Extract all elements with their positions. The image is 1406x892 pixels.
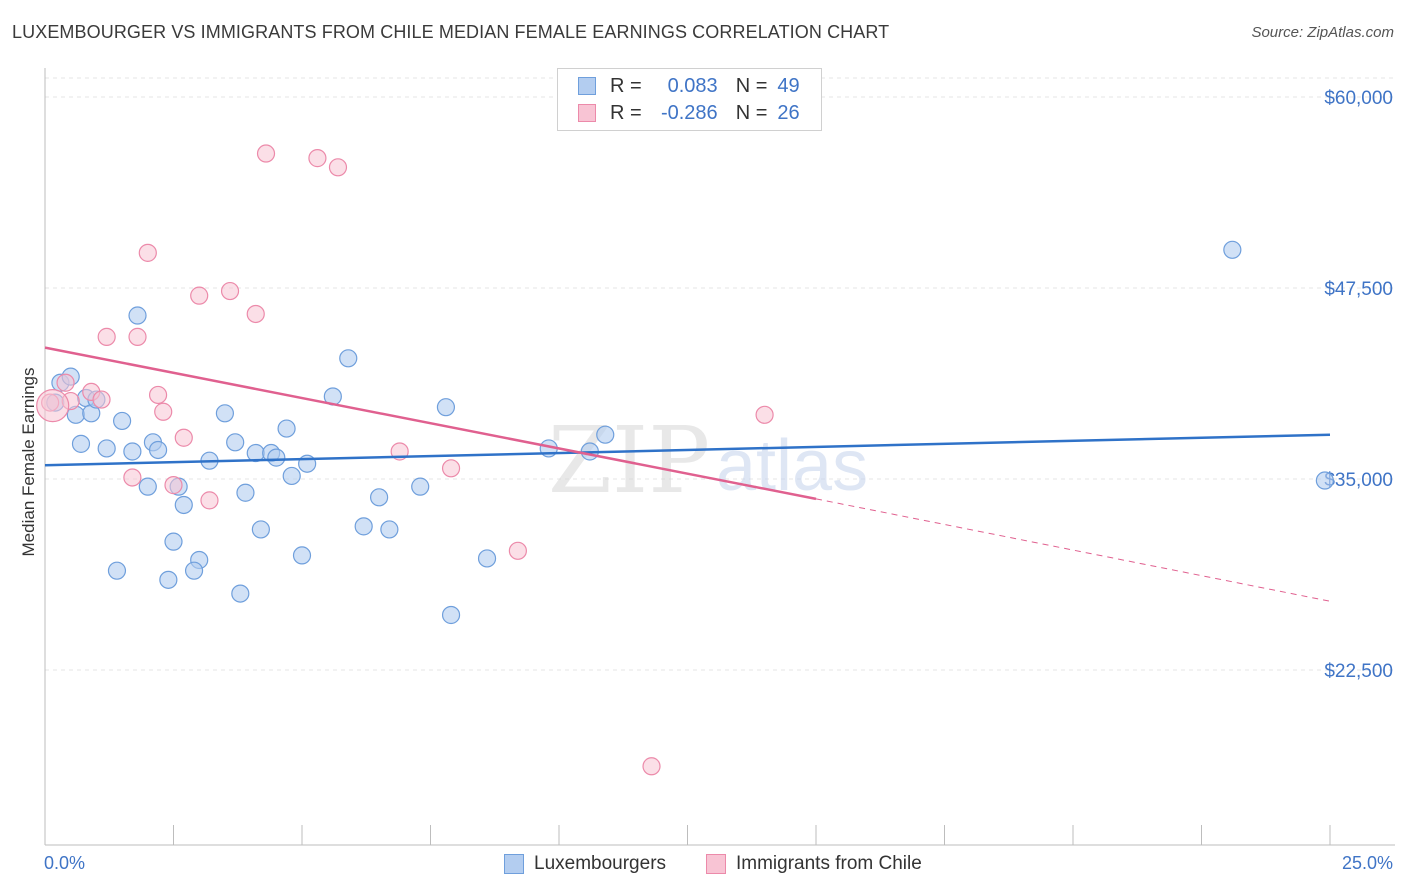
y-tick-label: $47,500	[1324, 279, 1393, 300]
data-point-immigrants-from-chile	[308, 149, 327, 168]
legend-r-label: R =	[610, 74, 642, 97]
bottom-legend-luxembourgers: Luxembourgers	[504, 852, 666, 876]
data-point-luxembourgers	[128, 306, 147, 325]
data-point-luxembourgers	[159, 570, 178, 589]
data-point-luxembourgers	[107, 561, 127, 580]
bottom-legend-immigrants-from-chile: Immigrants from Chile	[706, 852, 922, 876]
source-label: Source: ZipAtlas.com	[1251, 24, 1394, 41]
data-point-luxembourgers	[339, 349, 358, 368]
legend-r-value: -0.286	[660, 101, 718, 124]
data-point-immigrants-from-chile	[128, 327, 147, 346]
data-point-luxembourgers	[596, 425, 615, 444]
bottom-legend-swatch-pink	[706, 854, 726, 874]
data-point-luxembourgers	[441, 605, 461, 625]
data-point-luxembourgers	[226, 433, 245, 452]
data-point-immigrants-from-chile	[174, 428, 193, 447]
y-axis-label: Median Female Earnings	[19, 368, 38, 557]
data-point-luxembourgers	[380, 520, 399, 539]
x-tick-label: 25.0%	[1342, 853, 1393, 873]
legend-swatch-blue	[578, 77, 596, 95]
data-point-luxembourgers	[148, 440, 168, 460]
data-point-immigrants-from-chile	[508, 541, 527, 560]
data-point-immigrants-from-chile	[328, 158, 348, 177]
legend-n-value: 49	[777, 74, 800, 97]
data-point-immigrants-from-chile	[246, 304, 265, 324]
data-point-immigrants-from-chile	[92, 390, 111, 409]
series-luxembourgers	[46, 240, 1334, 625]
trend-line-luxembourgers	[44, 433, 1331, 467]
data-point-immigrants-from-chile	[190, 286, 209, 305]
data-point-luxembourgers	[282, 466, 301, 486]
data-point-luxembourgers	[477, 549, 497, 568]
data-point-luxembourgers	[97, 439, 116, 458]
data-point-luxembourgers	[267, 448, 286, 467]
data-point-luxembourgers	[292, 546, 312, 565]
data-point-luxembourgers	[71, 434, 91, 453]
data-point-luxembourgers	[215, 404, 234, 423]
data-point-immigrants-from-chile	[154, 402, 173, 421]
data-point-luxembourgers	[231, 584, 250, 603]
data-point-immigrants-from-chile	[164, 476, 183, 495]
data-point-immigrants-from-chile	[642, 757, 661, 776]
watermark-zip: ZIP	[548, 407, 710, 514]
legend-r-value: 0.083	[667, 74, 718, 97]
chart-title: LUXEMBOURGER VS IMMIGRANTS FROM CHILE ME…	[12, 22, 890, 42]
data-point-luxembourgers	[411, 477, 430, 496]
series-immigrants-from-chile	[36, 144, 774, 776]
data-point-luxembourgers	[236, 483, 255, 502]
data-point-luxembourgers	[112, 411, 132, 431]
data-point-luxembourgers	[1315, 471, 1334, 490]
data-point-immigrants-from-chile	[256, 144, 276, 163]
x-tick-label: 0.0%	[44, 853, 85, 873]
legend-row-immigrants-from-chile: R = -0.286 N = 26	[578, 101, 800, 125]
data-point-luxembourgers	[277, 419, 296, 438]
data-point-immigrants-from-chile	[123, 468, 142, 487]
y-tick-labels: $22,500 $35,000 $47,500 $60,000	[1324, 88, 1393, 682]
watermark-atlas: atlas	[716, 426, 868, 506]
correlation-legend: R = 0.083 N = 49 R = -0.286 N = 26	[557, 68, 822, 131]
data-point-luxembourgers	[1223, 240, 1242, 259]
data-point-luxembourgers	[370, 488, 389, 507]
data-point-immigrants-from-chile	[148, 385, 168, 405]
legend-swatch-pink	[578, 104, 596, 122]
data-point-immigrants-from-chile	[441, 459, 461, 478]
y-tick-label: $60,000	[1324, 88, 1393, 109]
data-point-luxembourgers	[251, 520, 270, 539]
data-point-immigrants-from-chile	[755, 405, 774, 424]
data-point-immigrants-from-chile	[56, 373, 75, 392]
legend-r-label: R =	[610, 101, 642, 124]
data-point-immigrants-from-chile	[200, 491, 219, 510]
data-point-luxembourgers	[174, 495, 193, 515]
data-point-immigrants-from-chile	[97, 327, 116, 346]
axes	[44, 68, 1395, 846]
legend-n-label: N =	[735, 74, 768, 97]
bottom-legend-label: Immigrants from Chile	[736, 853, 922, 874]
trend-lines	[44, 346, 1331, 602]
x-tick-labels: 0.0% 25.0%	[44, 853, 1393, 873]
data-point-immigrants-from-chile	[36, 389, 70, 423]
data-point-luxembourgers	[184, 561, 204, 580]
bottom-legend-swatch-blue	[504, 854, 524, 874]
data-point-immigrants-from-chile	[138, 243, 157, 262]
legend-row-luxembourgers: R = 0.083 N = 49	[578, 74, 800, 98]
y-tick-label: $35,000	[1324, 470, 1393, 491]
bottom-legend-label: Luxembourgers	[534, 853, 667, 874]
data-point-luxembourgers	[354, 517, 373, 536]
data-point-luxembourgers	[123, 442, 142, 461]
legend-n-value: 26	[777, 101, 800, 124]
trend-line-immigrants-from-chile	[44, 346, 817, 501]
y-tick-label: $22,500	[1324, 661, 1393, 682]
legend-n-label: N =	[735, 101, 768, 124]
data-point-luxembourgers	[164, 532, 183, 551]
data-point-immigrants-from-chile	[220, 281, 240, 301]
data-point-luxembourgers	[138, 477, 157, 496]
data-point-luxembourgers	[436, 398, 456, 417]
trend-line-extension-immigrants-from-chile	[815, 498, 1331, 602]
grid-lines	[45, 77, 1395, 671]
